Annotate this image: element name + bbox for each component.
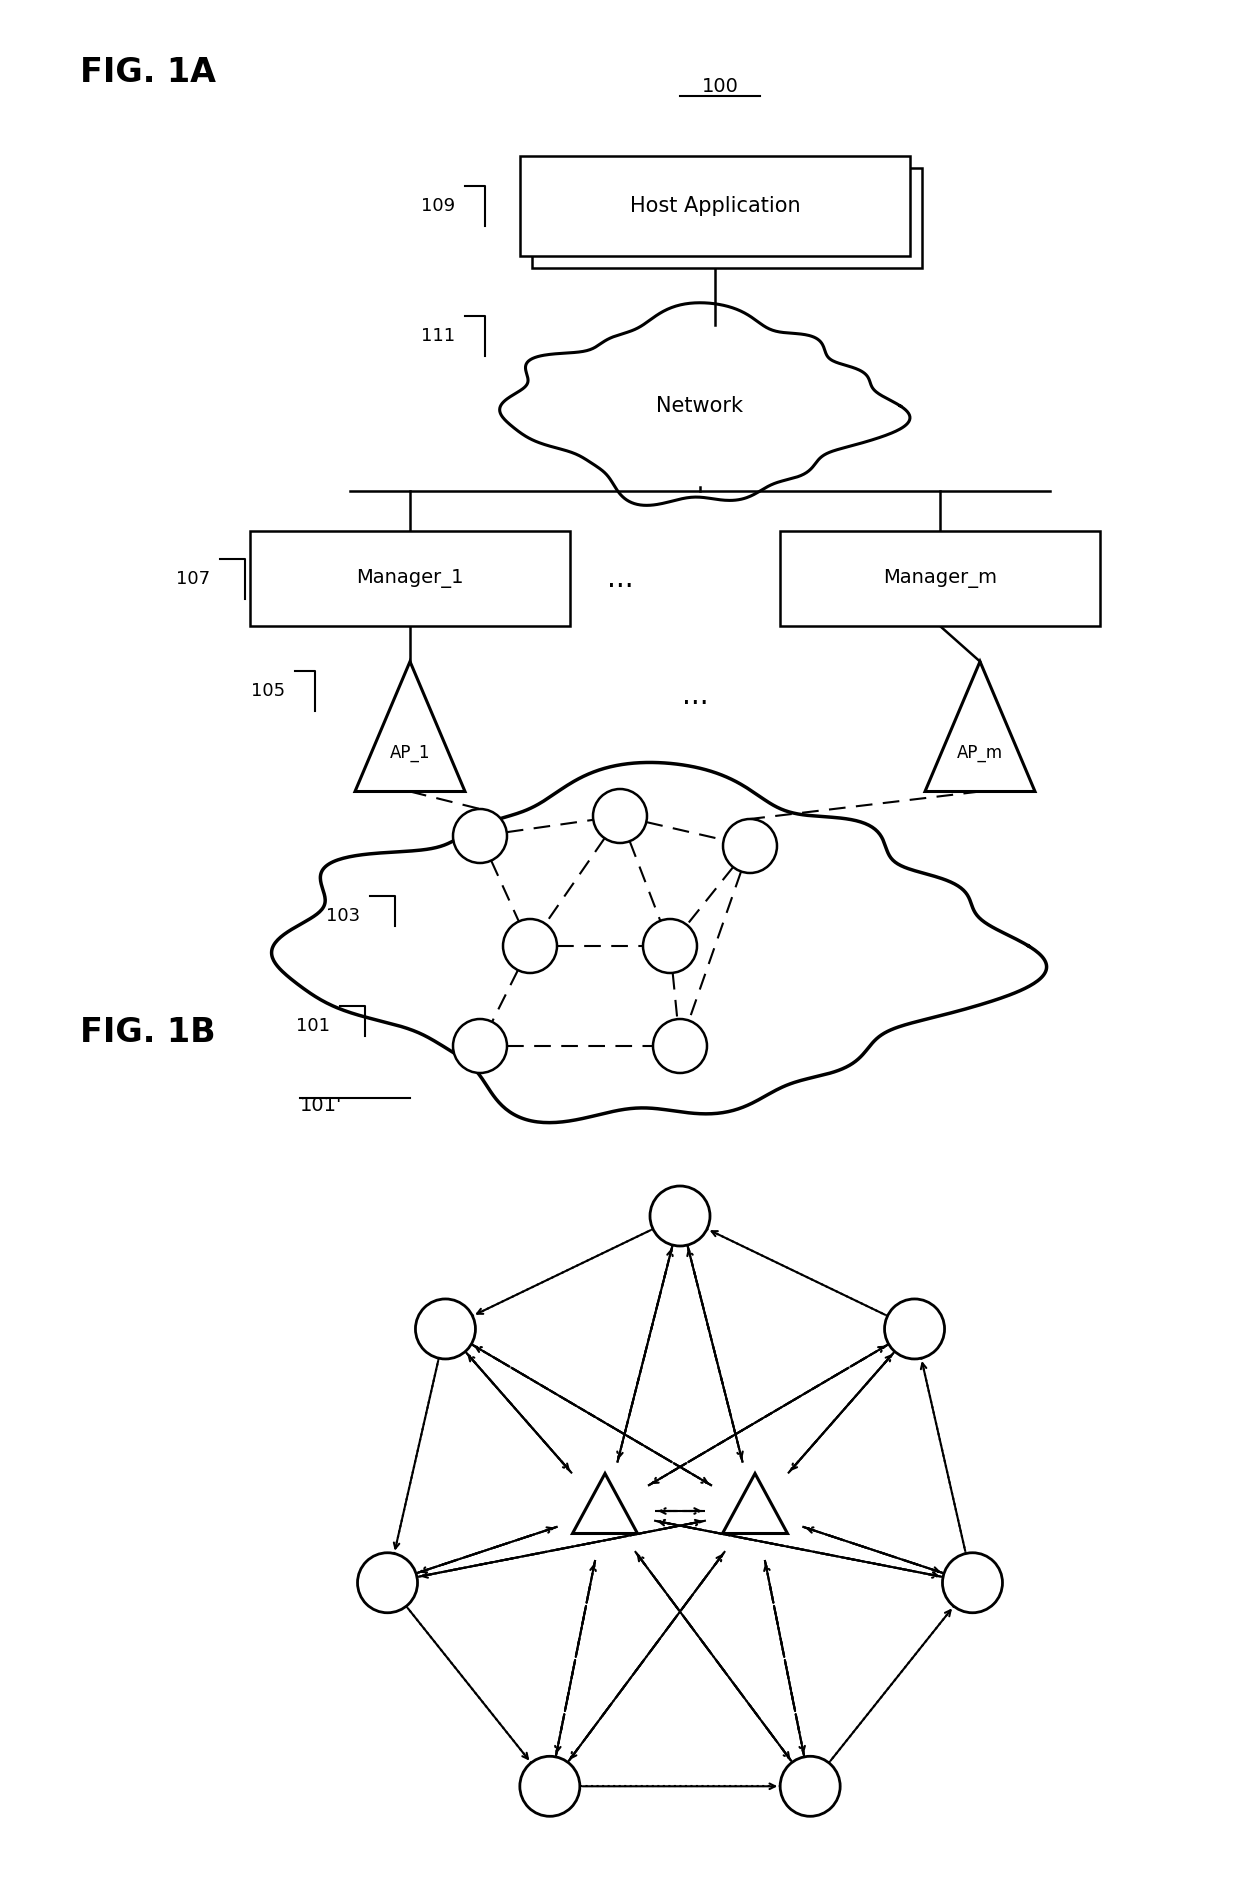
Text: 109: 109: [420, 197, 455, 214]
Circle shape: [653, 1018, 707, 1073]
FancyBboxPatch shape: [250, 531, 570, 626]
Text: 111: 111: [420, 326, 455, 345]
Text: FIG. 1B: FIG. 1B: [81, 1016, 216, 1048]
FancyBboxPatch shape: [520, 155, 910, 256]
Text: AP_m: AP_m: [957, 743, 1003, 762]
Text: Manager_1: Manager_1: [356, 569, 464, 588]
Text: ...: ...: [682, 683, 708, 709]
FancyBboxPatch shape: [532, 169, 923, 267]
Text: 101: 101: [296, 1016, 330, 1035]
Polygon shape: [723, 1473, 787, 1534]
Text: 107: 107: [176, 571, 210, 588]
Text: 105: 105: [250, 683, 285, 700]
Polygon shape: [573, 1473, 637, 1534]
Circle shape: [644, 920, 697, 973]
Text: Host Application: Host Application: [630, 195, 800, 216]
Text: Network: Network: [656, 396, 744, 415]
Text: 103: 103: [326, 906, 360, 925]
Circle shape: [520, 1756, 580, 1816]
Circle shape: [723, 819, 777, 872]
Circle shape: [780, 1756, 841, 1816]
Circle shape: [453, 810, 507, 863]
Circle shape: [357, 1553, 418, 1613]
FancyBboxPatch shape: [780, 531, 1100, 626]
Circle shape: [884, 1299, 945, 1359]
Text: 100: 100: [702, 78, 739, 97]
Circle shape: [650, 1187, 711, 1246]
Circle shape: [942, 1553, 1002, 1613]
Circle shape: [415, 1299, 475, 1359]
Text: AP_1: AP_1: [389, 743, 430, 762]
Circle shape: [593, 789, 647, 844]
Text: 101': 101': [300, 1096, 342, 1115]
Circle shape: [453, 1018, 507, 1073]
Circle shape: [503, 920, 557, 973]
Text: Manager_m: Manager_m: [883, 569, 997, 588]
Text: ...: ...: [606, 565, 634, 593]
Text: FIG. 1A: FIG. 1A: [81, 57, 216, 89]
